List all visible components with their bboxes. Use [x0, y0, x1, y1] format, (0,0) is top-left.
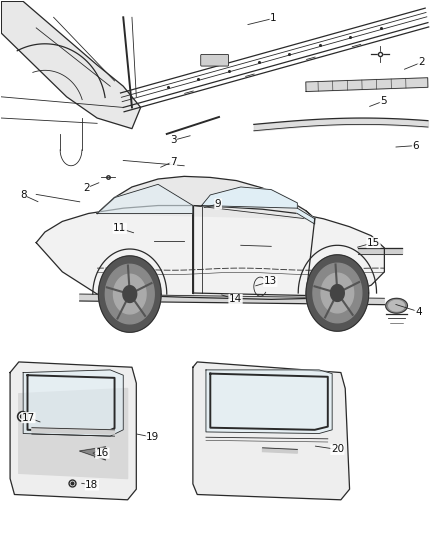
Polygon shape	[386, 298, 407, 313]
Polygon shape	[313, 263, 362, 323]
Polygon shape	[10, 362, 136, 500]
Polygon shape	[113, 274, 146, 314]
Text: 17: 17	[22, 413, 35, 423]
Text: 13: 13	[264, 276, 277, 286]
Text: 20: 20	[331, 445, 344, 455]
Text: 1: 1	[270, 13, 277, 23]
Text: 9: 9	[215, 199, 222, 209]
Polygon shape	[358, 248, 402, 254]
Text: 11: 11	[113, 223, 127, 233]
Text: 6: 6	[413, 141, 419, 151]
Text: 14: 14	[229, 294, 242, 304]
Text: 2: 2	[83, 183, 89, 193]
Polygon shape	[193, 362, 350, 500]
Text: 19: 19	[146, 432, 159, 442]
Polygon shape	[1, 2, 141, 128]
Polygon shape	[97, 176, 315, 219]
Text: 2: 2	[418, 58, 425, 67]
Polygon shape	[306, 255, 369, 331]
Text: 7: 7	[170, 157, 177, 166]
Polygon shape	[19, 389, 127, 479]
FancyBboxPatch shape	[201, 54, 229, 66]
Polygon shape	[201, 187, 297, 208]
Polygon shape	[123, 286, 137, 302]
Polygon shape	[262, 448, 297, 453]
Polygon shape	[206, 370, 332, 433]
Text: 18: 18	[85, 480, 99, 490]
Polygon shape	[97, 184, 193, 214]
Text: 3: 3	[170, 135, 177, 146]
Text: 16: 16	[96, 448, 109, 458]
Polygon shape	[80, 447, 106, 460]
Text: 4: 4	[415, 306, 422, 317]
Polygon shape	[106, 264, 154, 324]
Polygon shape	[36, 206, 385, 300]
Polygon shape	[80, 294, 385, 304]
Polygon shape	[306, 78, 428, 92]
Polygon shape	[32, 427, 115, 434]
Text: 15: 15	[367, 238, 380, 248]
Polygon shape	[99, 256, 161, 332]
Polygon shape	[23, 370, 123, 436]
Polygon shape	[297, 208, 315, 224]
Polygon shape	[331, 285, 344, 301]
Text: 8: 8	[20, 190, 26, 200]
Polygon shape	[321, 273, 353, 313]
Polygon shape	[389, 301, 404, 311]
Text: 5: 5	[380, 96, 387, 106]
